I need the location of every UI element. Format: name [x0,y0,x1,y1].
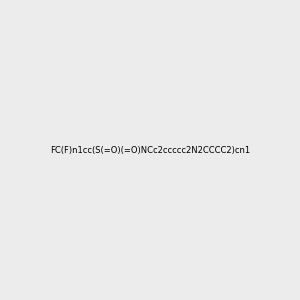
Text: FC(F)n1cc(S(=O)(=O)NCc2ccccc2N2CCCC2)cn1: FC(F)n1cc(S(=O)(=O)NCc2ccccc2N2CCCC2)cn1 [50,146,250,154]
